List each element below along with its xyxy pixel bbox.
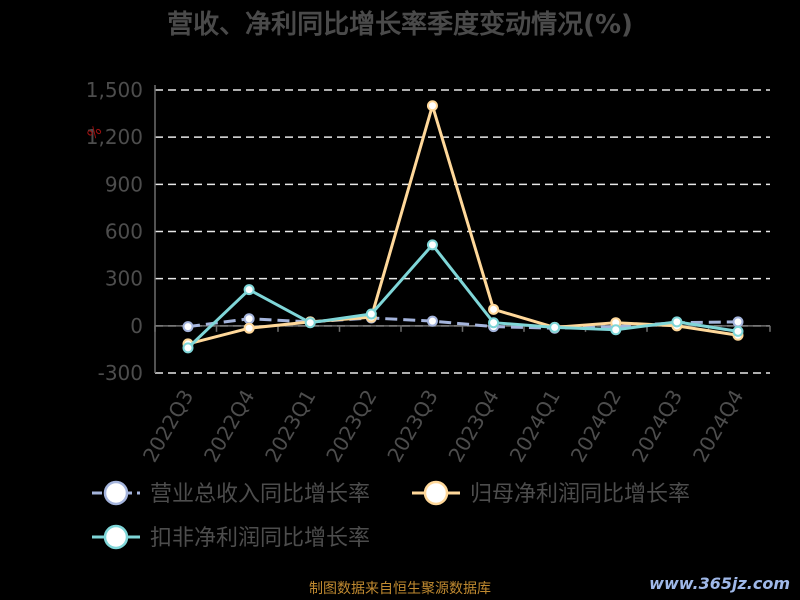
source-note: 制图数据来自恒生聚源数据库 — [309, 581, 491, 597]
series-line — [186, 243, 739, 349]
x-tick-label: 2024Q1 — [505, 386, 565, 467]
chart-title: 营收、净利同比增长率季度变动情况(%) — [167, 10, 633, 40]
series-line — [187, 104, 739, 346]
data-point — [549, 321, 561, 333]
data-point — [671, 316, 683, 328]
watermark: www.365jz.com — [649, 574, 790, 593]
x-tick-label: 2024Q3 — [627, 386, 687, 467]
data-point — [732, 316, 744, 328]
y-tick-label: 0 — [130, 314, 143, 338]
data-point — [426, 100, 438, 112]
legend-marker — [103, 524, 129, 550]
data-point — [732, 325, 744, 337]
data-point — [243, 284, 255, 296]
legend-label: 扣非净利润同比增长率 — [150, 526, 370, 551]
data-point — [426, 239, 438, 251]
x-tick-label: 2024Q4 — [688, 386, 748, 467]
y-tick-label: -300 — [98, 361, 143, 385]
y-tick-label: 300 — [105, 267, 143, 291]
legend-label: 归母净利润同比增长率 — [470, 482, 690, 507]
y-tick-label: 600 — [105, 220, 143, 244]
legend-label: 营业总收入同比增长率 — [150, 482, 370, 507]
x-tick-label: 2023Q3 — [382, 386, 442, 467]
data-point — [426, 315, 438, 327]
y-tick-label: 1,500 — [86, 78, 143, 102]
data-point — [304, 317, 316, 329]
data-point — [488, 303, 500, 315]
data-point — [243, 322, 255, 334]
data-point — [243, 313, 255, 325]
y-tick-label: 1,200 — [86, 125, 143, 149]
data-point — [488, 317, 500, 329]
data-point — [365, 308, 377, 320]
x-tick-label: 2024Q2 — [566, 386, 626, 467]
x-tick-label: 2022Q4 — [199, 386, 259, 467]
legend-marker — [423, 480, 449, 506]
x-tick-label: 2022Q3 — [138, 386, 198, 467]
x-tick-label: 2023Q4 — [443, 386, 503, 467]
y-tick-label: 900 — [105, 172, 143, 196]
x-tick-label: 2023Q1 — [260, 386, 320, 467]
data-point — [182, 321, 194, 333]
legend-marker — [103, 480, 129, 506]
data-point — [182, 342, 194, 354]
x-tick-label: 2023Q2 — [321, 386, 381, 467]
data-point — [610, 324, 622, 336]
